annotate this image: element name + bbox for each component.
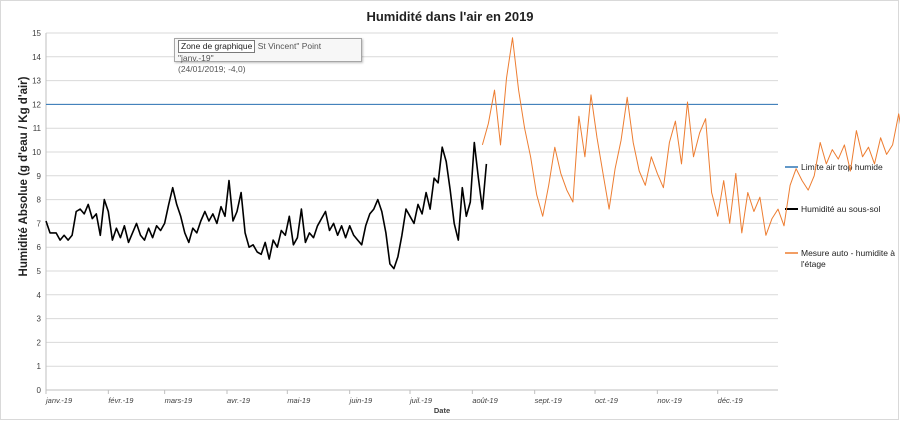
y-tick-label: 0	[37, 386, 42, 395]
y-tick-label: 15	[32, 29, 41, 38]
x-tick-label: févr.-19	[108, 396, 134, 405]
x-axis-title: Date	[434, 406, 450, 415]
x-tick-label: mars-19	[165, 396, 193, 405]
x-tick-label: janv.-19	[45, 396, 73, 405]
y-tick-label: 9	[37, 172, 42, 181]
legend-label-1: Limite air trop humide	[801, 162, 883, 172]
chart-tooltip: Zone de graphique St Vincent" Point "jan…	[174, 38, 362, 74]
y-tick-label: 3	[37, 315, 42, 324]
x-tick-label: sept.-19	[535, 396, 563, 405]
chart-title: Humidité dans l'air en 2019	[366, 9, 533, 24]
y-tick-label: 11	[33, 124, 42, 133]
x-tick-label: mai-19	[287, 396, 311, 405]
y-tick-label: 13	[32, 77, 41, 86]
tooltip-series-text: St Vincent" Point "janv.-19"	[178, 41, 322, 63]
y-tick-label: 7	[37, 219, 42, 228]
y-tick-label: 5	[37, 267, 42, 276]
series-line-2	[45, 141, 488, 270]
y-tick-label: 12	[32, 100, 41, 109]
y-tick-label: 1	[37, 362, 42, 371]
series-line-3	[481, 37, 900, 236]
x-tick-label: juin-19	[349, 396, 373, 405]
legend-label-3: l'étage	[801, 259, 826, 269]
tooltip-point-value: (24/01/2019; -4,0)	[178, 64, 246, 74]
x-tick-label: nov.-19	[657, 396, 682, 405]
y-tick-label: 6	[37, 243, 42, 252]
x-tick-label: déc.-19	[718, 396, 744, 405]
x-tick-label: oct.-19	[595, 396, 619, 405]
y-tick-label: 2	[37, 338, 42, 347]
x-tick-label: juil.-19	[409, 396, 433, 405]
y-tick-label: 4	[37, 291, 42, 300]
y-tick-label: 14	[32, 53, 41, 62]
y-axis-title: Humidité Absolue (g d'eau / Kg d'air)	[18, 76, 30, 276]
tooltip-title: Zone de graphique	[178, 40, 256, 53]
x-tick-label: août-19	[472, 396, 498, 405]
x-tick-label: avr.-19	[227, 396, 251, 405]
y-tick-label: 10	[32, 148, 41, 157]
legend-label-3: Mesure auto - humidite à	[801, 248, 895, 258]
legend-label-2: Humidité au sous-sol	[801, 204, 880, 214]
y-tick-label: 8	[37, 196, 42, 205]
